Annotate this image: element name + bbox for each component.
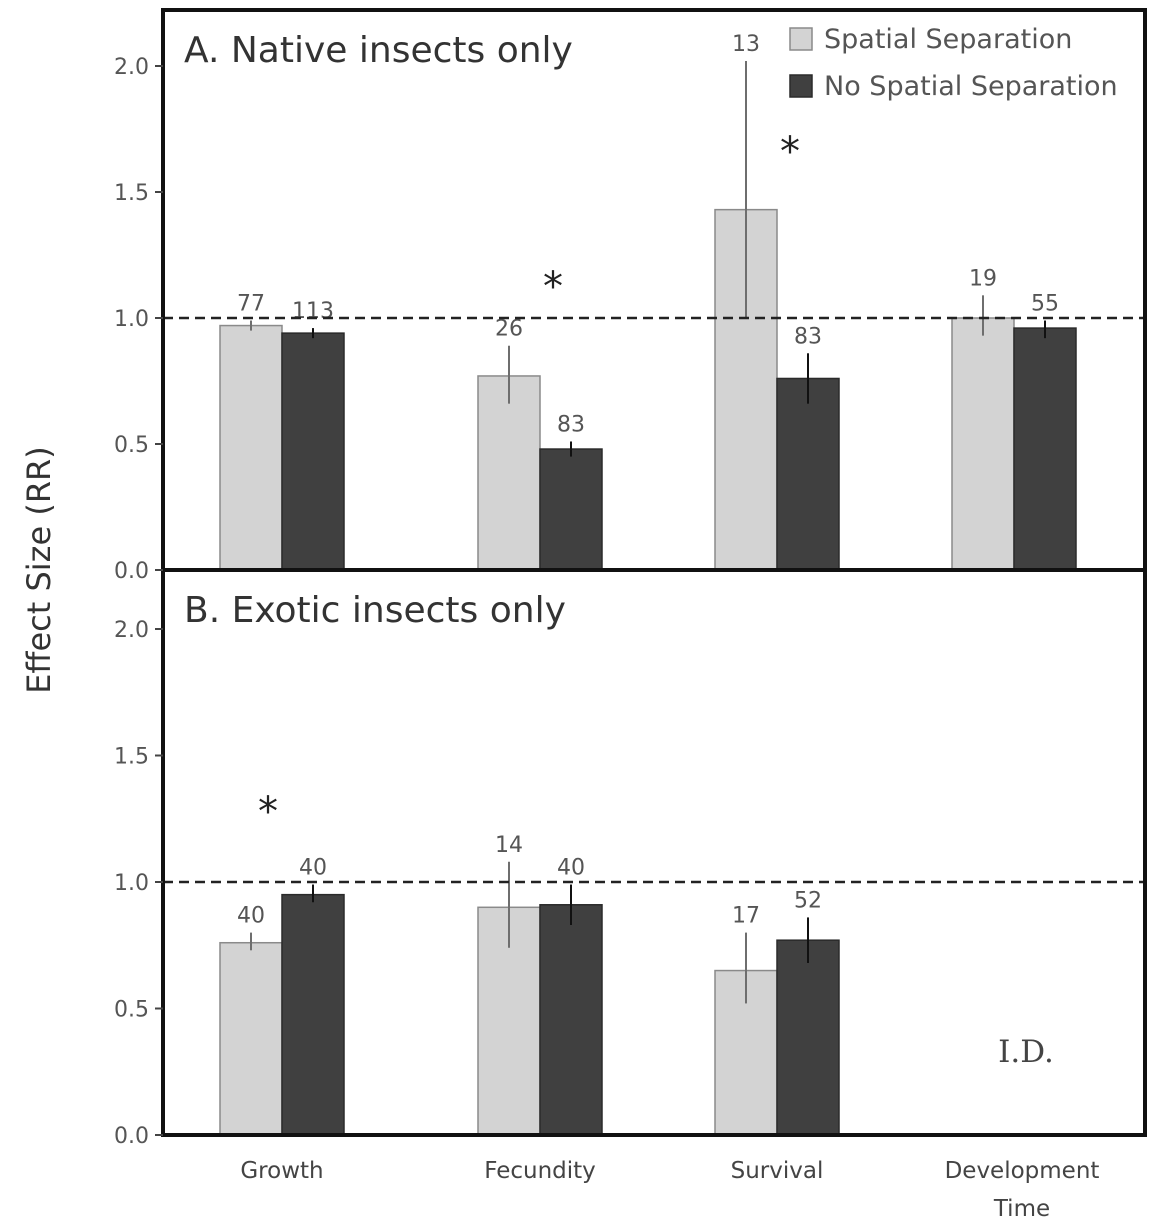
bar (1013, 327, 1077, 571)
y-tick-label: 1.5 (114, 745, 149, 770)
bar (219, 941, 283, 1136)
x-category-label: Growth (240, 1158, 323, 1184)
y-tick-label: 0.5 (114, 998, 149, 1023)
sample-size-label: 17 (732, 904, 760, 929)
significance-asterisk: * (780, 129, 800, 175)
y-tick-label: 0.5 (114, 433, 149, 458)
y-tick-label: 0.0 (114, 1124, 149, 1149)
sample-size-label: 77 (237, 292, 265, 317)
sample-size-label: 40 (299, 856, 327, 881)
bar (281, 893, 345, 1136)
x-category-label: Fecundity (484, 1158, 596, 1184)
bar (539, 904, 603, 1136)
legend-swatch (789, 74, 813, 98)
legend-label: Spatial Separation (824, 24, 1072, 55)
sample-size-label: 19 (969, 266, 997, 291)
y-tick-label: 1.5 (114, 181, 149, 206)
sample-size-label: 40 (557, 856, 585, 881)
bar (281, 332, 345, 571)
significance-asterisk: * (543, 264, 563, 310)
sample-size-label: 83 (794, 324, 822, 349)
y-axis-label: Effect Size (RR) (20, 446, 58, 694)
panel-title: B. Exotic insects only (184, 590, 566, 631)
sample-size-label: 113 (292, 299, 334, 324)
panel-b-frame (161, 568, 1147, 1137)
legend-swatch (789, 27, 813, 51)
annotation-label: I.D. (998, 1034, 1054, 1070)
significance-asterisk: * (258, 789, 278, 835)
sample-size-label: 55 (1031, 292, 1059, 317)
bar (477, 375, 541, 571)
y-tick-label: 0.0 (114, 559, 149, 584)
legend-label: No Spatial Separation (824, 71, 1118, 102)
sample-size-label: 40 (237, 904, 265, 929)
sample-size-label: 14 (495, 833, 523, 858)
bar (776, 939, 840, 1136)
sample-size-label: 13 (732, 32, 760, 57)
sample-size-label: 83 (557, 412, 585, 437)
legend: Spatial Separation No Spatial Separation (789, 24, 1118, 102)
sample-size-label: 26 (495, 317, 523, 342)
bar (539, 448, 603, 571)
y-tick-label: 2.0 (114, 618, 149, 643)
x-category-label: Development (945, 1158, 1100, 1184)
y-tick-label: 1.0 (114, 871, 149, 896)
panel-b: 40 14 17 40 40 52 * I.D. B. Exotic insects only (163, 590, 1145, 1136)
bar (951, 317, 1015, 571)
y-tick-label: 2.0 (114, 55, 149, 80)
x-category-label: Time (993, 1196, 1050, 1222)
bar (776, 377, 840, 571)
bar (219, 324, 283, 571)
x-category-label: Survival (731, 1158, 824, 1184)
y-tick-label: 1.0 (114, 307, 149, 332)
sample-size-label: 52 (794, 888, 822, 913)
panel-a: 77 26 13 19 113 83 83 55 * * A. Native insects onl… (163, 30, 1145, 571)
panel-title: A. Native insects only (184, 30, 573, 71)
